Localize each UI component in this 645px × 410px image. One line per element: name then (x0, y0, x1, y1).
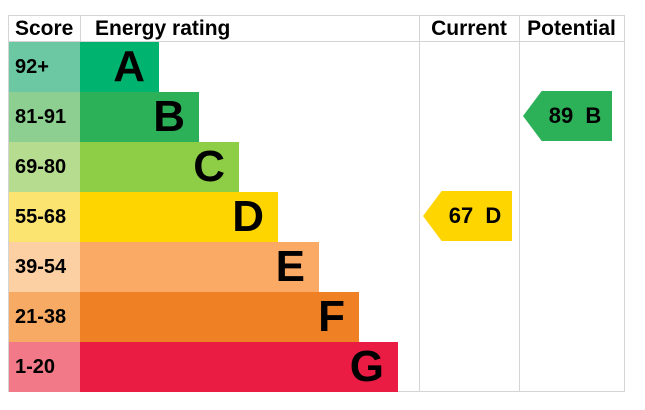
epc-table: Score Energy rating Current Potential 92… (8, 15, 625, 392)
band-row-d: 55-68 D (9, 192, 624, 242)
band-bar-d: D (80, 192, 278, 242)
score-range-label-e: 39-54 (9, 242, 80, 292)
band-row-e: 39-54 E (9, 242, 624, 292)
band-bar-c: C (80, 142, 239, 192)
band-bar-b: B (80, 92, 199, 142)
band-row-a: 92+ A (9, 42, 624, 92)
current-column-divider (419, 16, 420, 391)
table-header-row: Score Energy rating Current Potential (9, 16, 624, 41)
current-rating-label: 67 D (448, 203, 502, 228)
band-bar-g: G (80, 342, 398, 392)
potential-rating-label: 89 B (548, 103, 602, 128)
score-range-label-b: 81-91 (9, 92, 80, 142)
score-range-label-d: 55-68 (9, 192, 80, 242)
current-rating-arrow: 67 D (423, 191, 512, 241)
potential-column-divider (519, 16, 520, 391)
band-row-c: 69-80 C (9, 142, 624, 192)
score-range-label-a: 92+ (9, 42, 80, 92)
score-header-divider (80, 16, 81, 41)
score-column-header: Score (15, 17, 74, 40)
band-bar-e: E (80, 242, 319, 292)
band-row-b: 81-91 B (9, 92, 624, 142)
band-bar-a: A (80, 42, 159, 92)
potential-rating-arrow: 89 B (523, 91, 612, 141)
band-row-g: 1-20 G (9, 342, 624, 392)
current-column-header: Current (431, 17, 507, 40)
energy-rating-column-header: Energy rating (95, 17, 231, 40)
potential-column-header: Potential (527, 17, 616, 40)
band-rows: 92+ A 81-91 B 69-80 C 55-68 D 39-54 E 21-38 F 1-20 G (9, 42, 624, 392)
band-row-f: 21-38 F (9, 292, 624, 342)
score-range-label-f: 21-38 (9, 292, 80, 342)
score-range-label-g: 1-20 (9, 342, 80, 392)
band-bar-f: F (80, 292, 359, 342)
header-bottom-line (9, 41, 624, 42)
score-range-label-c: 69-80 (9, 142, 80, 192)
